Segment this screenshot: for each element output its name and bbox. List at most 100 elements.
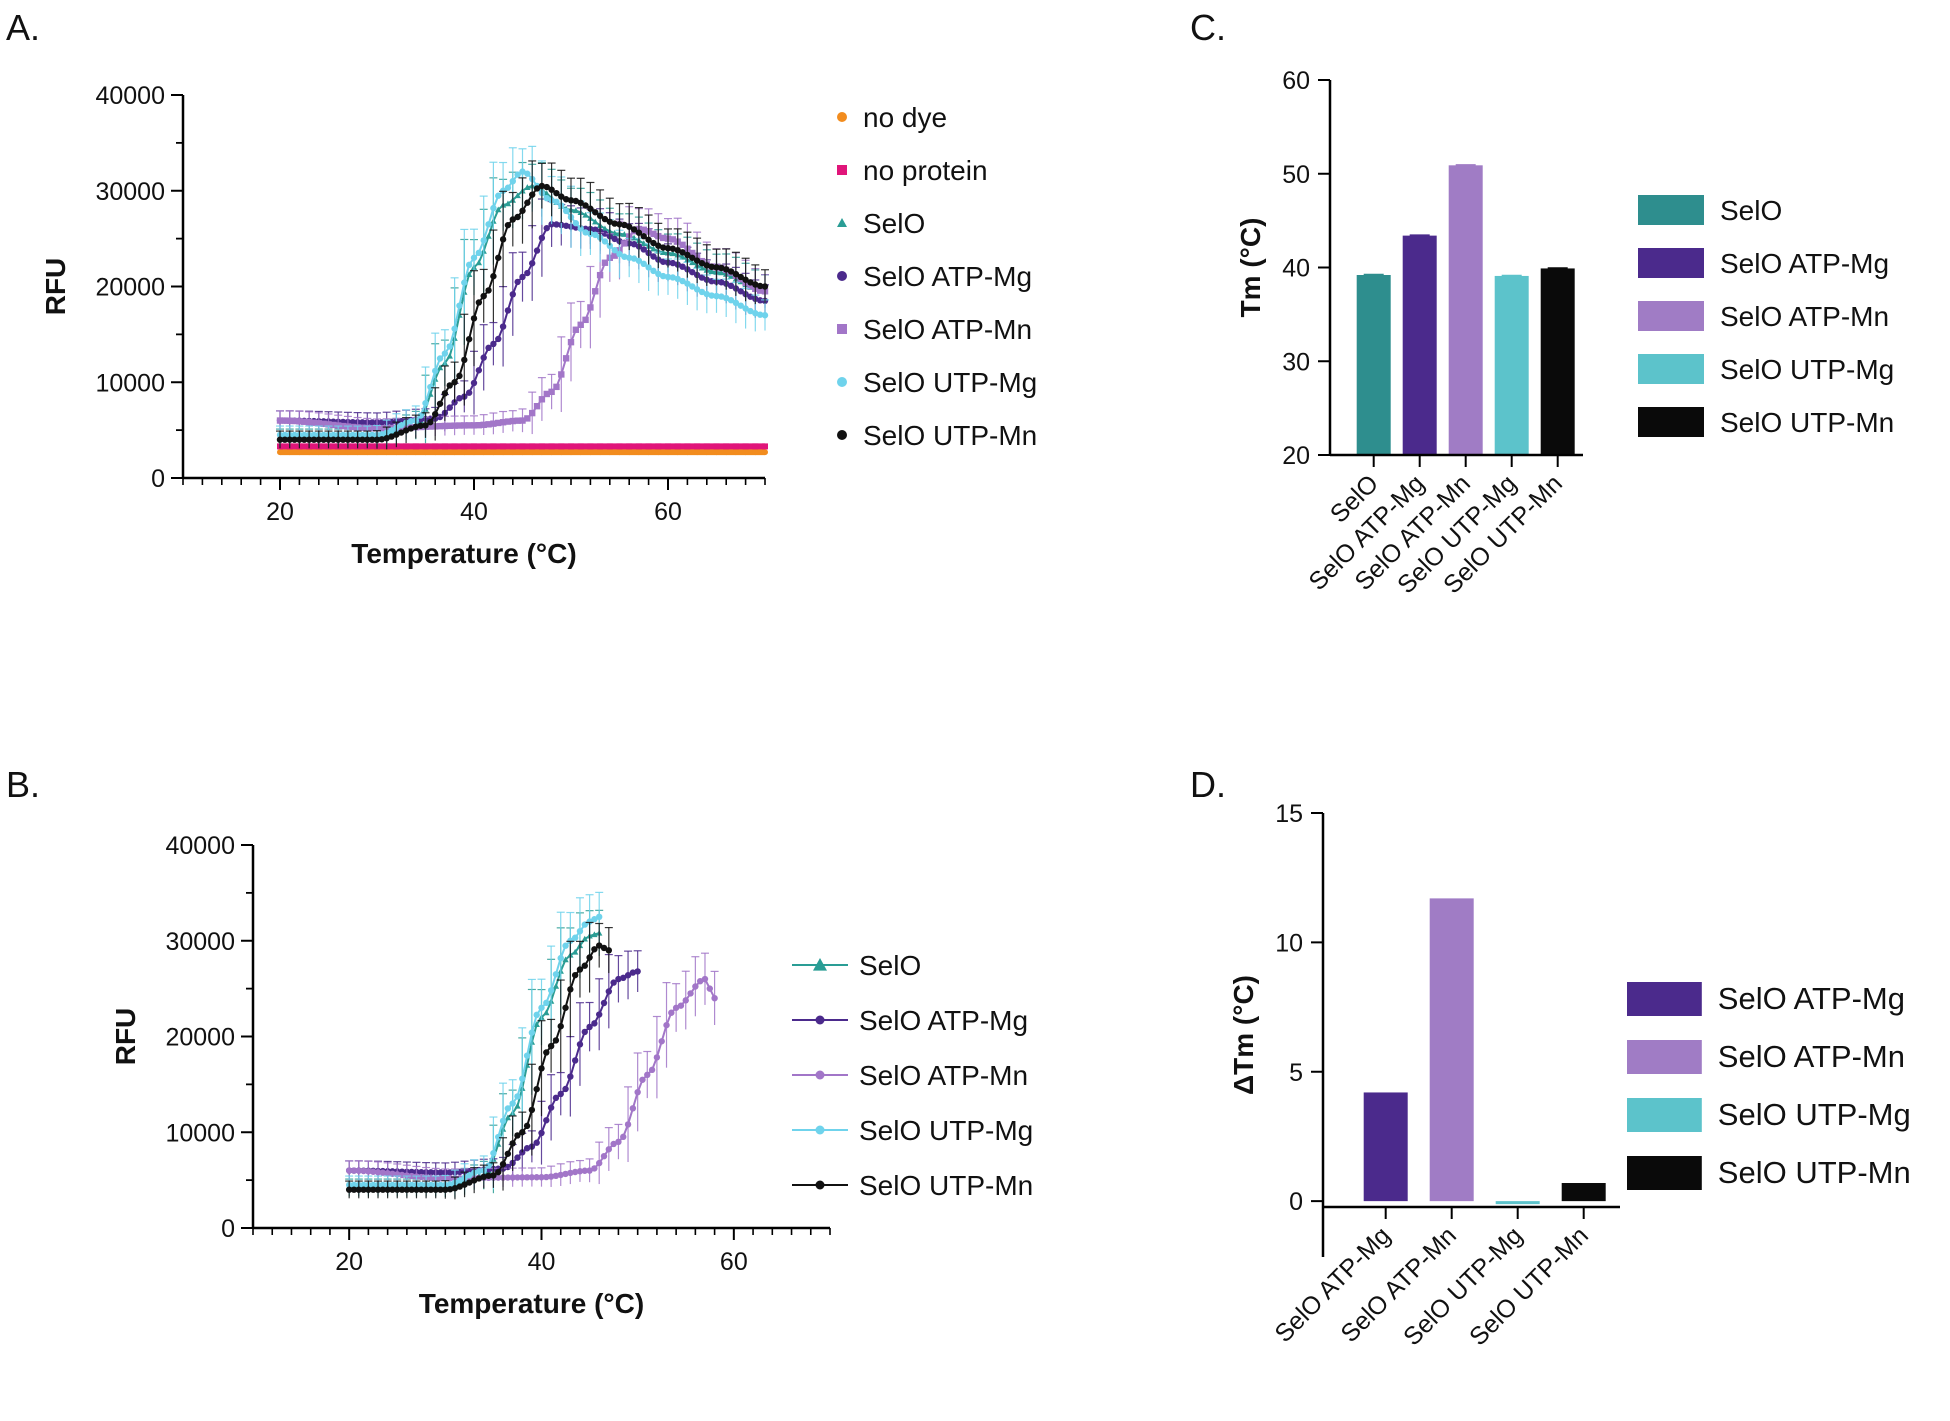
panel-b-legend-marker [815,1015,825,1025]
panel-b-data-point [408,1186,415,1193]
panel-d-y-axis-title: ΔTm (°C) [1228,975,1259,1095]
panel-a-data-point [553,221,560,228]
panel-a-data-point [616,443,623,450]
panel-a-data-point [403,443,410,450]
panel-b-y-tick-label: 40000 [165,832,235,860]
panel-b-data-point [557,1090,564,1098]
panel-a-data-point [378,436,386,443]
panel-b-data-point [504,1114,512,1121]
panel-a-data-point [679,277,686,285]
panel-b-data-point [620,1133,627,1141]
panel-a-data-point [524,184,531,190]
panel-b-data-point [365,1168,372,1175]
panel-a-data-point [742,443,749,450]
panel-b-data-point [581,1028,588,1036]
panel-a-data-point [718,293,725,300]
panel-a-data-point [277,449,283,456]
panel-a-data-point [378,419,386,426]
panel-b-data-point [543,1173,550,1181]
panel-a-data-point [451,325,458,332]
panel-a-data-point [514,171,521,178]
panel-a-data-point [635,229,643,236]
panel-a-data-point [606,443,613,450]
panel-b-data-point [701,975,709,983]
panel-a-data-point [747,279,754,286]
panel-a-data-point [422,399,429,407]
panel-a-data-point [611,235,618,243]
panel-a-data-point [495,254,502,261]
panel-b-legend-label: SelO [859,950,921,981]
panel-a-data-point [596,212,604,220]
panel-a-data-point [281,417,289,424]
panel-a-legend-item-no-dye: no dye [837,102,947,133]
panel-a-data-point [524,269,531,277]
panel-c-bar-selo-utp-mg [1494,275,1529,455]
panel-d-legend-item-selo-utp-mn: SelO UTP-Mn [1627,1155,1911,1190]
panel-d-legend-item-selo-atp-mg: SelO ATP-Mg [1627,981,1905,1016]
panel-b-data-point [389,1186,396,1193]
panel-a-data-point [611,247,618,254]
panel-b-data-point [514,1174,521,1181]
panel-c-legend-item-selo-atp-mg: SelO ATP-Mg [1638,248,1889,279]
panel-a-y-tick-label: 10000 [95,369,165,397]
panel-a-data-point [504,200,512,207]
panel-b-data-point [379,1181,387,1189]
panel-a-data-point [529,409,536,417]
panel-b-y-axis-title: RFU [110,1008,141,1066]
panel-d-legend-swatch [1627,1098,1702,1132]
panel-a-data-point [446,343,453,350]
panel-a-series-no-dye [277,449,768,456]
panel-a-data-point [490,204,497,212]
panel-b-data-point [370,1186,377,1193]
panel-a-data-point [305,436,313,443]
panel-b-data-point [571,1057,579,1064]
panel-a-data-point [456,372,463,380]
panel-a-letter: A. [6,7,40,48]
panel-b-data-point [615,1138,622,1146]
panel-a-data-point [490,449,497,456]
panel-b-data-point [437,1181,444,1189]
panel-c-bar-selo [1356,275,1391,455]
panel-a-data-point [349,436,356,443]
panel-b-data-point [677,1002,685,1009]
panel-a-data-point [286,436,293,443]
panel-a-data-point [461,356,468,364]
panel-b-data-point [398,1181,406,1189]
panel-b-data-point [543,1049,550,1056]
panel-a-data-point [349,423,356,431]
panel-a-data-point [756,282,764,290]
panel-a-x-tick-label: 20 [266,498,294,526]
panel-b-data-point [514,1102,521,1109]
panel-b-data-point [605,988,613,995]
panel-d-bar-selo-atp-mg [1363,1092,1408,1202]
panel-a-data-point [368,436,376,443]
panel-a-data-point [330,431,337,439]
panel-a-data-point [514,278,521,286]
panel-a-data-point [713,443,720,450]
panel-a-legend-label: no protein [863,155,988,186]
panel-a-data-point [495,206,502,213]
panel-b-data-point [461,1181,468,1188]
panel-b-data-point [533,1139,540,1146]
panel-a-data-point [495,192,502,199]
panel-a-data-point [568,443,574,450]
panel-a-data-point [650,267,657,275]
panel-b-data-point [499,1117,507,1125]
panel-a-data-point [538,182,546,190]
panel-a-data-point [606,242,613,250]
panel-d-legend-swatch [1627,982,1702,1016]
panel-b-data-point [586,1167,593,1174]
panel-b-data-point [437,1186,444,1193]
panel-a-data-point [674,443,681,450]
panel-b-data-point [360,1181,367,1189]
panel-a-data-point [286,417,293,424]
panel-a-data-point [562,196,570,203]
panel-b-data-point [547,1042,555,1050]
panel-a-data-point [601,215,609,223]
panel-b-data-point [374,1169,382,1176]
panel-a-data-point [592,226,599,233]
panel-a-data-point [669,236,677,243]
panel-a-data-point [441,422,449,430]
panel-d-legend: SelO ATP-Mg SelO ATP-Mn SelO UTP-Mg SelO UT… [1627,981,1911,1190]
